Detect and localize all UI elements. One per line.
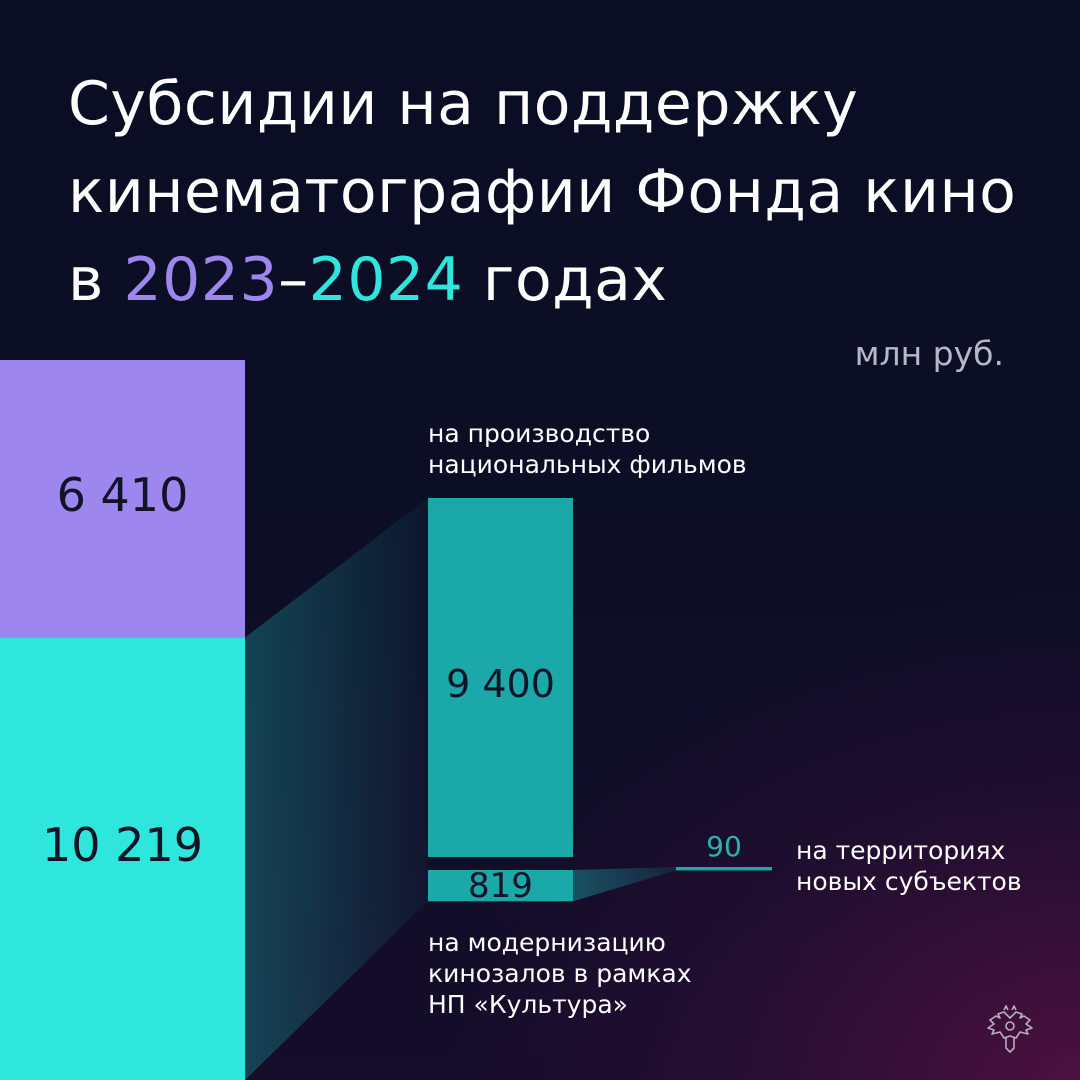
label-production: на производство национальных фильмов [428,419,747,479]
bar-new-regions [676,867,772,871]
title-dash: – [278,245,309,315]
value-2023: 6 410 [56,468,189,522]
bar-modernization [428,870,573,902]
value-production: 9 400 [446,662,555,706]
title-suffix: годах [463,245,668,315]
label-new-regions: на территориях новых субъектов [796,836,1022,896]
connector-2024-breakdown [245,498,428,1080]
double-headed-eagle-icon [987,1005,1033,1053]
bar-2024 [0,637,245,1080]
title-line-1: Субсидии на поддержку [68,69,859,139]
connector-new-regions [573,867,676,902]
value-modernization: 819 [468,866,533,906]
unit-label: млн руб. [854,334,1004,373]
label-modernization: на модернизацию кинозалов в рамках НП «К… [428,928,692,1019]
page-title: Субсидии на поддержку кинематографии Фон… [68,60,1048,324]
title-line-2: кинематографии Фонда кино [68,157,1017,227]
value-2024: 10 219 [42,818,203,872]
title-year-2024: 2024 [308,245,464,315]
title-prefix: в [68,245,124,315]
bar-2023 [0,360,245,638]
title-year-2023: 2023 [123,245,279,315]
bar-production [428,498,573,857]
value-new-regions: 90 [706,830,742,863]
